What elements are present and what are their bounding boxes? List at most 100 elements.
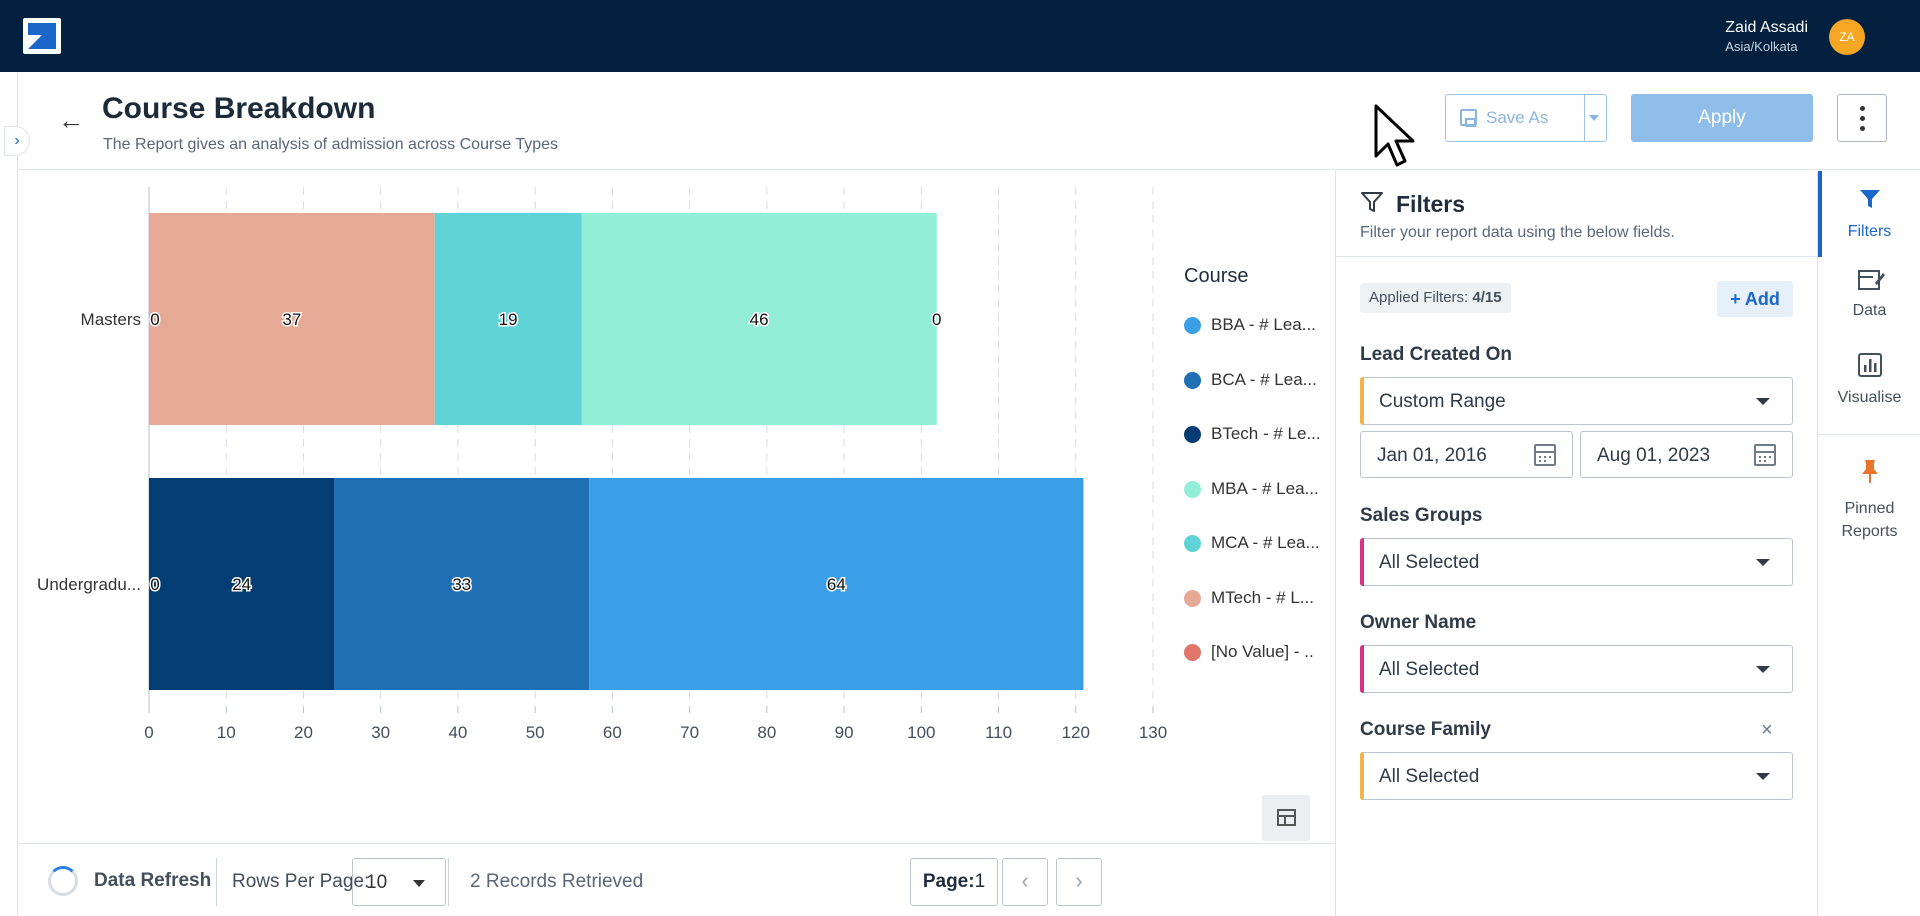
more-options-button[interactable] [1837, 94, 1887, 142]
bar-segment [589, 478, 1084, 690]
legend-label: MBA - # Lea... [1211, 478, 1319, 498]
arrow-left-icon: ← [58, 105, 84, 135]
user-name: Zaid Assadi [1725, 19, 1808, 36]
course-family-select[interactable]: All Selected [1360, 752, 1793, 800]
records-count: 2 Records Retrieved [470, 871, 644, 892]
legend-color-dot [1184, 371, 1201, 389]
filters-header: Filters Filter your report data using th… [1336, 171, 1817, 257]
x-tick-label: 120 [1062, 723, 1090, 742]
report-header: ← Course Breakdown The Report gives an a… [18, 72, 1920, 170]
filters-panel: Filters Filter your report data using th… [1335, 171, 1817, 916]
course-family-label: Course Family [1360, 719, 1491, 740]
owner-name-label: Owner Name [1360, 612, 1477, 633]
user-info[interactable]: Zaid Assadi Asia/Kolkata [1725, 18, 1808, 55]
rail-item-label: Visualise [1837, 389, 1902, 406]
calendar-icon[interactable] [1534, 444, 1556, 466]
data-label: 64 [827, 575, 846, 594]
top-bar: Zaid Assadi Asia/Kolkata ZA [0, 0, 1920, 72]
y-category-label: Undergradu... [37, 575, 141, 594]
bar-segment [334, 478, 590, 690]
legend-color-dot [1184, 589, 1201, 607]
data-label: 19 [499, 310, 518, 329]
legend-label: MTech - # L... [1211, 587, 1314, 607]
x-tick-label: 40 [448, 723, 467, 742]
more-vertical-icon [1860, 106, 1865, 111]
owner-name-select[interactable]: All Selected [1360, 645, 1793, 693]
calendar-icon[interactable] [1754, 444, 1776, 466]
x-tick-label: 50 [526, 723, 545, 742]
date-to-field[interactable]: Aug 01, 2023 [1580, 431, 1793, 478]
rail-item-label: Pinned Reports [1841, 500, 1898, 540]
legend-label: MCA - # Lea... [1211, 533, 1320, 552]
x-tick-label: 80 [757, 723, 776, 742]
x-tick-label: 70 [680, 723, 699, 742]
apply-button[interactable]: Apply [1631, 94, 1813, 142]
sales-groups-select[interactable]: All Selected [1360, 538, 1793, 586]
rail-item-pinned-reports[interactable]: Pinned Reports [1818, 459, 1920, 549]
legend-color-dot [1184, 644, 1201, 661]
lead-created-on-value: Custom Range [1379, 391, 1506, 412]
chevron-left-icon: ‹ [1021, 868, 1029, 893]
data-edit-icon [1858, 270, 1885, 290]
bar-segment [149, 213, 435, 425]
chevron-down-icon [1756, 773, 1770, 780]
legend-label: BBA - # Lea... [1211, 315, 1316, 334]
next-page-button[interactable]: › [1056, 858, 1102, 906]
chevron-right-icon: › [14, 132, 20, 149]
date-from-value: Jan 01, 2016 [1377, 445, 1487, 466]
rail-item-visualise[interactable]: Visualise [1818, 353, 1920, 423]
x-tick-label: 10 [217, 723, 236, 742]
x-tick-label: 110 [985, 723, 1012, 742]
lead-created-on-label: Lead Created On [1360, 344, 1513, 365]
app-logo[interactable] [23, 18, 61, 54]
save-as-label: Save As [1486, 108, 1549, 127]
avatar[interactable]: ZA [1829, 19, 1865, 55]
toggle-table-view-button[interactable] [1262, 795, 1310, 841]
chevron-down-icon [413, 880, 425, 887]
rail-item-data[interactable]: Data [1818, 267, 1920, 337]
applied-filters-badge: Applied Filters: 4/15 [1360, 283, 1511, 313]
course-family-value: All Selected [1379, 766, 1480, 787]
owner-name-value: All Selected [1379, 659, 1480, 680]
data-label: 0 [932, 310, 941, 329]
legend-label: BTech - # Le... [1211, 424, 1321, 443]
legend-color-dot [1184, 317, 1201, 334]
legend-title: Course [1184, 265, 1249, 287]
rail-item-filters[interactable]: Filters [1818, 171, 1920, 257]
previous-page-button[interactable]: ‹ [1002, 858, 1048, 906]
save-icon [1460, 109, 1477, 127]
bar-segment [149, 478, 335, 690]
date-from-field[interactable]: Jan 01, 2016 [1360, 431, 1573, 478]
legend-color-dot [1184, 480, 1201, 498]
pagination-bar: Data Refresh Rows Per Page: 10 2 Records… [18, 843, 1335, 916]
data-label: 24 [232, 575, 251, 594]
save-as-dropdown-icon[interactable] [1589, 115, 1599, 121]
lead-created-on-select[interactable]: Custom Range [1360, 377, 1793, 425]
save-as-button[interactable]: Save As [1445, 94, 1607, 142]
bar-segment [581, 213, 937, 425]
user-timezone: Asia/Kolkata [1725, 39, 1798, 54]
date-to-value: Aug 01, 2023 [1597, 445, 1711, 466]
expand-sidebar-button[interactable]: › [4, 126, 30, 156]
y-category-label: Masters [81, 310, 141, 329]
data-refresh-label[interactable]: Data Refresh [94, 870, 212, 891]
legend-color-dot [1184, 535, 1201, 552]
page-subtitle: The Report gives an analysis of admissio… [103, 136, 559, 153]
data-label: 0 [150, 310, 159, 329]
applied-filters-label: Applied Filters: [1369, 289, 1469, 306]
rows-per-page-select[interactable]: 10 [352, 858, 446, 906]
legend-label: [No Value] - .. [1211, 642, 1314, 661]
chevron-down-icon [1756, 559, 1770, 566]
data-label: 37 [282, 310, 301, 329]
legend-color-dot [1184, 426, 1201, 443]
table-icon [1277, 809, 1296, 826]
x-tick-label: 130 [1139, 723, 1167, 742]
page-indicator: Page:1 [910, 858, 998, 906]
add-filter-button[interactable]: + Add [1717, 281, 1793, 317]
clear-course-family-icon[interactable]: × [1761, 719, 1773, 741]
chart-area: 0 10 20 30 40 50 60 70 80 90 100 110 120 130 Masters 0 3… [18, 171, 1335, 844]
data-label: 33 [452, 575, 471, 594]
back-button[interactable]: ← [56, 106, 86, 136]
funnel-icon [1860, 190, 1880, 208]
data-label: 46 [750, 310, 769, 329]
